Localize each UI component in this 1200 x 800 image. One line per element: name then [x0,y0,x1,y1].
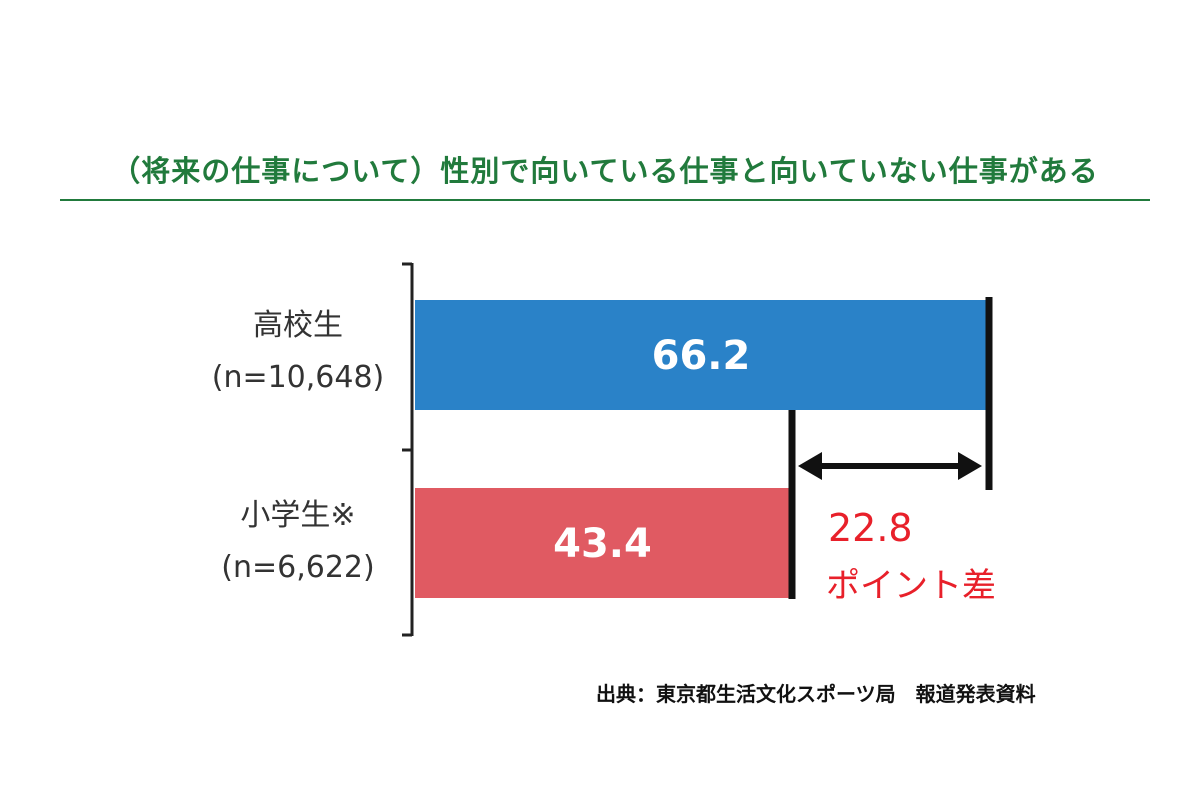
category-n: (n=6,622) [221,550,375,585]
chart-title: （将来の仕事について）性別で向いている仕事と向いていない仕事がある [111,154,1099,188]
category-name: 高校生 [253,308,343,343]
title-underline [60,199,1150,201]
difference-annotation: 22.8 ポイント差 [826,506,996,606]
category-axis [402,262,414,637]
category-label-elementary: 小学生※ (n=6,622) [168,490,428,594]
difference-label: ポイント差 [826,566,996,606]
category-label-high-school: 高校生 (n=10,648) [168,300,428,404]
bar [415,300,987,410]
arrow-head-right [958,452,982,480]
difference-value: 22.8 [828,506,913,550]
bar [415,488,790,598]
arrow-head-left [797,452,822,480]
category-name: 小学生※ [240,498,356,533]
bar-data-label: 66.2 [652,333,751,379]
bar-data-label: 43.4 [553,521,652,567]
source-note: 出典：東京都生活文化スポーツ局 報道発表資料 [596,682,1036,706]
category-n: (n=10,648) [211,360,385,395]
